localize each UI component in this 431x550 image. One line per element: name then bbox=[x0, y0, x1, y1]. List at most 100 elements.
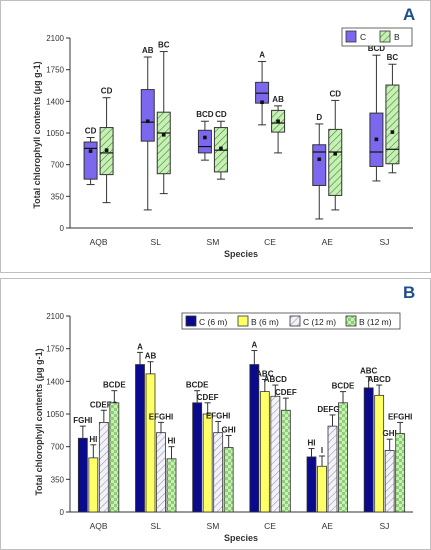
panel-b-bar-c-12-m--AE: DEFGHI bbox=[317, 405, 348, 513]
box-body bbox=[197, 129, 212, 154]
box-mean-marker bbox=[390, 130, 395, 134]
box-mean-marker bbox=[374, 137, 379, 142]
bar bbox=[259, 391, 270, 513]
box-body bbox=[83, 141, 98, 180]
panel-b-bar-b-6-m--CE: ABC bbox=[256, 369, 274, 513]
panel-b-bar-b-12-m--AE: BCDE bbox=[332, 382, 355, 513]
bar bbox=[192, 402, 203, 513]
bar bbox=[135, 364, 145, 513]
bar-significance-letter: ABCD bbox=[264, 375, 287, 384]
panel-a-legend-label-C: C bbox=[360, 32, 366, 42]
panel-a-letter: A bbox=[403, 5, 415, 24]
box-mean-marker bbox=[317, 157, 322, 162]
panel-b-y-tick-label: 2100 bbox=[46, 312, 64, 321]
box-mean-marker bbox=[88, 149, 93, 153]
bar-significance-letter: I bbox=[321, 446, 323, 455]
panel-b-bar-c-6-m--CE: A bbox=[249, 341, 260, 513]
panel-b-bar-b-12-m--AQB: BCDE bbox=[103, 381, 126, 513]
bar-significance-letter: BCDE bbox=[186, 381, 209, 390]
panel-b-y-tick-label: 700 bbox=[51, 443, 65, 452]
panel-a-box-B-AE: CD bbox=[328, 89, 343, 211]
panel-b: B Total chlorophyll contents (μg g-1) Sp… bbox=[34, 283, 415, 543]
panel-a-box-C-CE: A bbox=[255, 51, 270, 126]
panel-a-box-C-SJ: BCD bbox=[368, 44, 386, 182]
panel-b-bar-b-6-m--SJ: ABCD bbox=[368, 375, 391, 513]
panel-b-bar-c-6-m--SL: A bbox=[135, 342, 145, 513]
bar-significance-letter: CDEFG bbox=[90, 400, 118, 409]
panel-a-legend-swatch-B bbox=[379, 30, 391, 43]
bar-significance-letter: HI bbox=[89, 435, 97, 444]
box-mean-marker bbox=[219, 146, 223, 151]
bar-significance-letter: ABC bbox=[256, 369, 274, 378]
box-mean-marker bbox=[104, 148, 109, 152]
bar-significance-letter: ABCD bbox=[368, 375, 391, 384]
panel-b-bar-c-12-m--SM: EFGHI bbox=[206, 411, 230, 513]
bar bbox=[77, 437, 88, 513]
bar-significance-letter: A bbox=[251, 341, 257, 350]
panel-b-category-label: SJ bbox=[379, 521, 389, 531]
panel-a-box-C-AE: D bbox=[312, 113, 327, 220]
box-significance-letter: CD bbox=[215, 110, 227, 119]
panel-a-y-tick-label: 1750 bbox=[46, 66, 64, 75]
panel-b-legend-label: B (12 m) bbox=[359, 317, 392, 327]
panel-b-category-label: SM bbox=[207, 521, 220, 531]
bar-significance-letter: AB bbox=[145, 352, 157, 361]
panel-a-box-B-SJ: BC bbox=[385, 53, 400, 174]
box-body bbox=[156, 111, 171, 175]
panel-b-legend-label: B (6 m) bbox=[251, 317, 279, 327]
bar-significance-letter: CDEF bbox=[197, 393, 219, 402]
panel-a-legend-label-B: B bbox=[394, 32, 400, 42]
panel-a-y-tick-label: 350 bbox=[51, 192, 65, 201]
box-significance-letter: BCD bbox=[368, 44, 386, 53]
panel-a-y-tick-label: 1400 bbox=[46, 97, 64, 106]
panel-b-y-tick-label: 1050 bbox=[46, 410, 64, 419]
panel-b-y-tick-label: 1400 bbox=[46, 377, 64, 386]
box-significance-letter: A bbox=[259, 51, 265, 60]
panel-a-y-tick-label: 1050 bbox=[46, 129, 64, 138]
bar-significance-letter: HI bbox=[168, 437, 176, 446]
box-significance-letter: CD bbox=[329, 89, 341, 98]
bar-significance-letter: DEFGHI bbox=[317, 405, 347, 414]
bar bbox=[374, 394, 385, 513]
panel-b-category-label: SL bbox=[151, 521, 162, 531]
bar bbox=[327, 425, 338, 513]
panel-b-letter: B bbox=[403, 283, 415, 302]
bar bbox=[213, 432, 224, 513]
bar-significance-letter: HI bbox=[308, 439, 316, 448]
panel-b-bar-c-6-m--AQB: FGHI bbox=[73, 416, 92, 513]
bar bbox=[363, 387, 374, 513]
bar bbox=[166, 458, 177, 513]
bar bbox=[249, 364, 260, 513]
panel-b-y-tick-label: 350 bbox=[51, 475, 65, 484]
panel-b-bar-c-6-m--SJ: ABC bbox=[360, 367, 378, 513]
box-significance-letter: BC bbox=[158, 41, 170, 50]
panel-b-legend-label: C (6 m) bbox=[199, 317, 228, 327]
panel-a-category-label: SL bbox=[151, 237, 162, 247]
panel-b-legend-swatch bbox=[289, 315, 301, 327]
bar bbox=[280, 409, 291, 513]
bar-significance-letter: A bbox=[137, 342, 143, 351]
bar-significance-letter: GHI bbox=[383, 429, 397, 438]
panel-a-category-label: SM bbox=[207, 237, 220, 247]
panel-a-y-axis-title: Total chlorophyll contents (μg g-1) bbox=[32, 61, 42, 208]
box-body bbox=[328, 128, 343, 196]
panel-b-bar-c-6-m--SM: BCDE bbox=[186, 381, 209, 513]
panel-b-bar-c-12-m--SL: EFGHI bbox=[149, 412, 173, 513]
bar bbox=[223, 447, 234, 513]
box-significance-letter: CD bbox=[101, 87, 113, 96]
panel-a-y-tick-label: 2100 bbox=[46, 34, 64, 43]
panel-b-bars: FGHI A BCDE A HI ABC HI AB CDEF ABC I ABCD CDEFG EFGH… bbox=[73, 341, 412, 513]
panel-b-legend-swatch bbox=[237, 315, 249, 327]
panel-b-y-axis-title: Total chlorophyll contents (μg g-1) bbox=[34, 348, 44, 495]
panel-a-y-tick-label: 700 bbox=[51, 161, 65, 170]
panel-a-box-C-SL: AB bbox=[140, 46, 155, 211]
bar bbox=[156, 432, 166, 513]
bar-significance-letter: EFGHI bbox=[388, 412, 412, 421]
bar-significance-letter: ABC bbox=[360, 367, 378, 376]
panel-b-bar-b-6-m--SM: CDEF bbox=[197, 393, 219, 513]
panel-b-bar-c-12-m--SJ: GHI bbox=[383, 429, 397, 513]
box-mean-marker bbox=[333, 152, 338, 156]
bar-significance-letter: GHI bbox=[222, 425, 236, 434]
panel-b-x-axis-title: Species bbox=[224, 533, 258, 543]
